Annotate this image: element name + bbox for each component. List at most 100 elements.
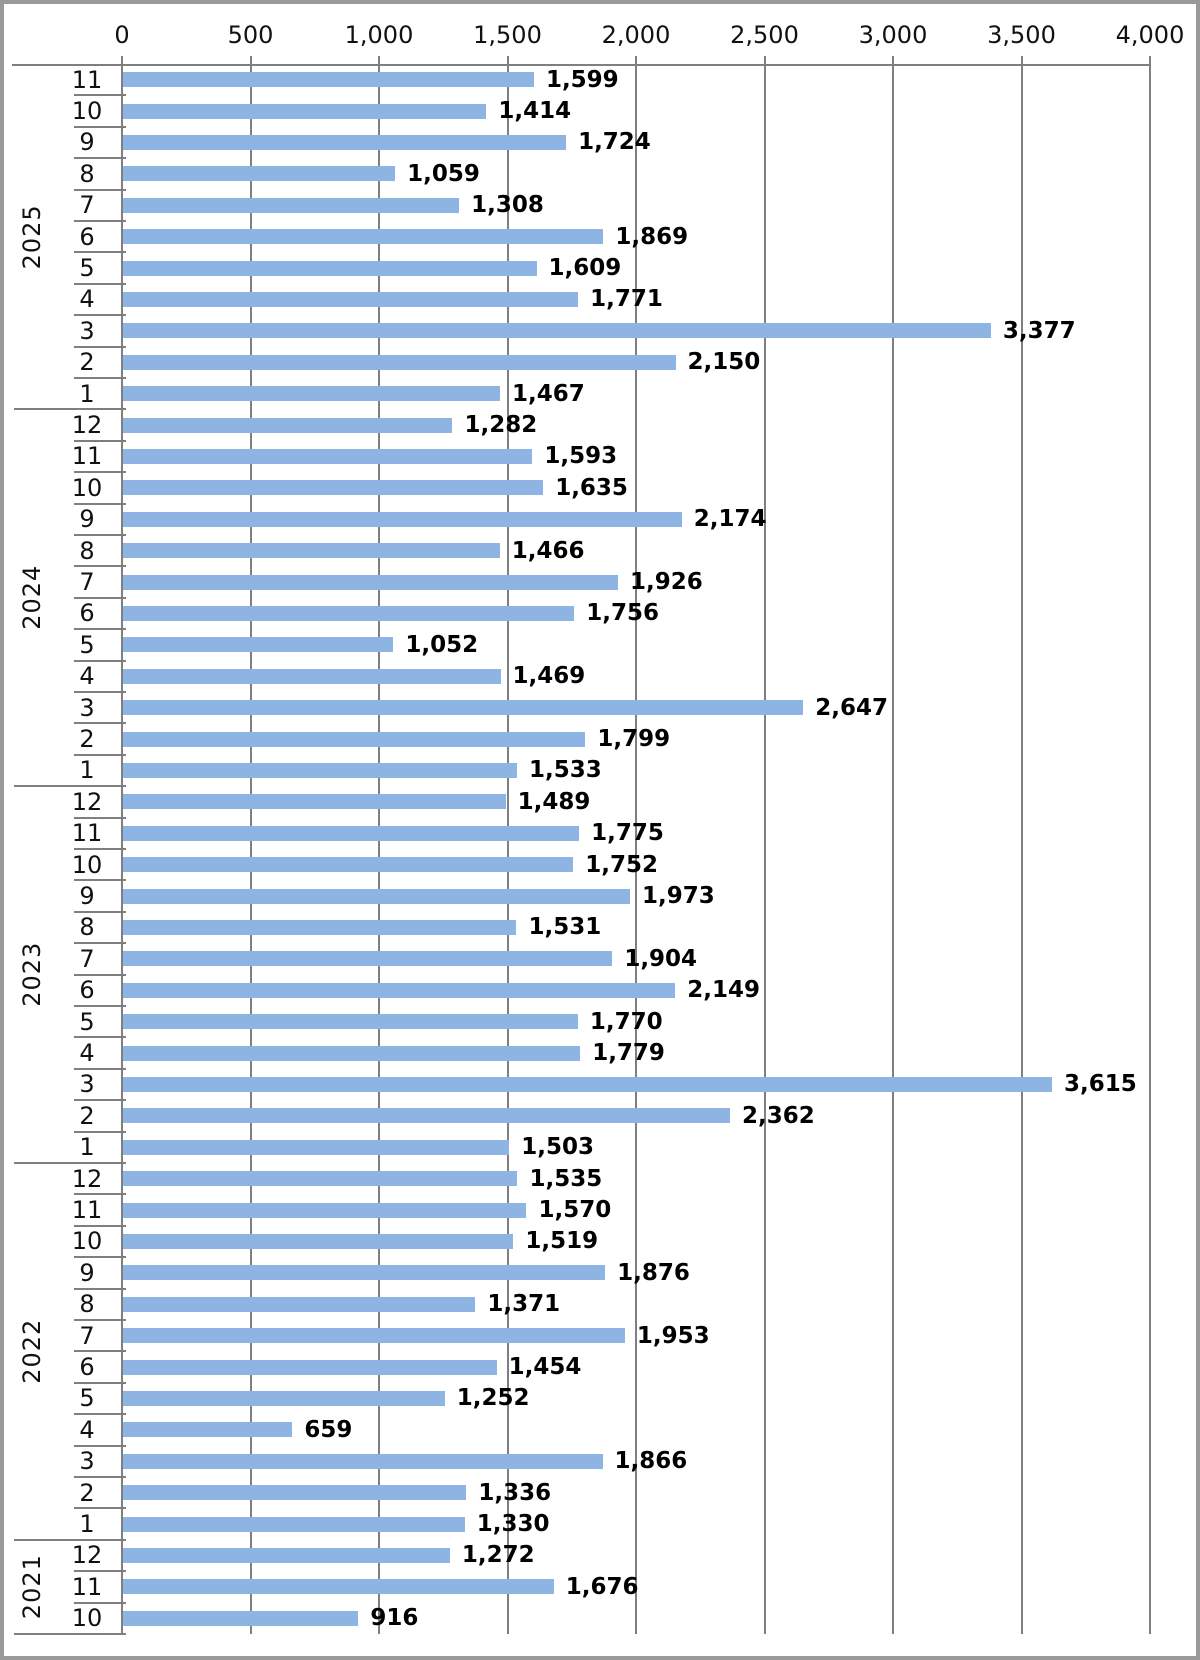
bar-value-label-2022-2: 1,336 xyxy=(478,1479,552,1506)
month-separator xyxy=(74,1287,126,1290)
year-separator xyxy=(14,408,126,411)
month-separator xyxy=(74,282,126,285)
axis-tick-2500 xyxy=(763,56,766,64)
bar-value-label-2022-1: 1,330 xyxy=(476,1511,550,1538)
bar-value-label-2023-5: 1,770 xyxy=(589,1008,663,1035)
bar-2025-5 xyxy=(123,260,537,276)
bar-2021-12 xyxy=(123,1548,450,1563)
axis-tick-label-1500: 1,500 xyxy=(473,21,542,49)
month-separator xyxy=(74,1224,126,1227)
month-tick-label-2025-4: 4 xyxy=(79,285,95,314)
bar-value-label-2025-8: 1,059 xyxy=(407,160,480,187)
month-separator xyxy=(74,1381,126,1384)
axis-tick-500 xyxy=(249,56,252,64)
bar-value-label-2024-11: 1,593 xyxy=(544,443,618,470)
month-tick-label-2022-6: 6 xyxy=(79,1353,95,1382)
bar-value-label-2023-4: 1,779 xyxy=(592,1040,665,1067)
month-separator xyxy=(74,220,126,222)
bar-2024-3 xyxy=(123,700,804,716)
month-separator xyxy=(74,1099,126,1102)
month-separator xyxy=(74,722,126,725)
axis-tick-label-0: 0 xyxy=(114,21,130,49)
bar-2025-8 xyxy=(123,166,396,182)
bar-2025-7 xyxy=(123,197,460,213)
axis-tick-label-4000: 4,000 xyxy=(1115,21,1185,49)
bar-value-label-2023-8: 1,531 xyxy=(528,914,602,941)
bar-value-label-2022-5: 1,252 xyxy=(456,1385,530,1412)
bar-2021-10 xyxy=(123,1610,359,1626)
bar-value-label-2025-2: 2,150 xyxy=(687,349,761,376)
bar-value-label-2024-6: 1,756 xyxy=(586,600,660,627)
bar-2022-3 xyxy=(123,1453,603,1469)
month-separator xyxy=(74,314,126,317)
axis-tick-3500 xyxy=(1020,56,1023,64)
month-separator xyxy=(74,691,126,693)
month-tick-label-2025-3: 3 xyxy=(79,316,95,345)
bar-2024-10 xyxy=(123,480,544,496)
month-separator xyxy=(74,1570,126,1573)
bar-value-label-2024-3: 2,647 xyxy=(815,694,889,721)
month-tick-label-2021-10: 10 xyxy=(71,1604,103,1633)
gridline-2000 xyxy=(635,64,637,1634)
month-separator xyxy=(74,502,126,505)
bar-value-label-2022-9: 1,876 xyxy=(617,1259,690,1286)
bar-value-label-2024-8: 1,466 xyxy=(511,537,585,564)
month-tick-label-2024-8: 8 xyxy=(79,536,95,565)
gridline-1000 xyxy=(378,64,380,1634)
month-separator xyxy=(74,1005,126,1007)
year-label-2022: 2022 xyxy=(18,1318,46,1384)
month-tick-label-2021-11: 11 xyxy=(71,1572,103,1601)
month-separator xyxy=(74,816,126,819)
bar-2022-1 xyxy=(123,1516,465,1532)
bar-value-label-2024-1: 1,533 xyxy=(528,757,602,784)
month-separator xyxy=(74,659,126,662)
bar-2024-7 xyxy=(123,574,618,590)
bar-2025-4 xyxy=(123,292,579,307)
month-tick-label-2024-10: 10 xyxy=(71,473,103,502)
axis-tick-label-2500: 2,500 xyxy=(730,21,799,49)
axis-tick-4000 xyxy=(1149,56,1151,64)
bar-value-label-2023-9: 1,973 xyxy=(642,883,715,910)
month-tick-label-2023-4: 4 xyxy=(79,1039,95,1068)
bar-value-label-2025-4: 1,771 xyxy=(590,286,663,313)
year-label-2025: 2025 xyxy=(18,204,46,270)
month-tick-label-2022-3: 3 xyxy=(79,1447,95,1476)
bar-2022-9 xyxy=(123,1265,606,1281)
month-tick-label-2021-12: 12 xyxy=(71,1541,103,1570)
bar-2024-1 xyxy=(123,763,517,778)
bar-value-label-2023-6: 2,149 xyxy=(687,977,761,1004)
bar-2025-9 xyxy=(123,135,567,150)
bar-2024-9 xyxy=(123,511,682,527)
month-separator xyxy=(74,848,126,850)
month-separator xyxy=(74,94,126,97)
month-separator xyxy=(74,471,126,474)
plot-area: 0 500 1,000 1,500 2,000 2,500 3,000 3,500 4,000 1… xyxy=(4,4,1196,1656)
gridline-500 xyxy=(249,64,252,1634)
month-separator xyxy=(74,1601,126,1604)
month-tick-label-2022-9: 9 xyxy=(79,1258,95,1287)
month-tick-label-2024-6: 6 xyxy=(79,599,95,628)
bar-2024-12 xyxy=(123,417,453,433)
month-tick-label-2022-4: 4 xyxy=(79,1415,95,1444)
bar-2023-11 xyxy=(123,825,580,841)
bar-value-label-2021-12: 1,272 xyxy=(461,1542,535,1569)
year-label-2021: 2021 xyxy=(18,1554,46,1620)
bar-2023-5 xyxy=(123,1014,578,1030)
month-tick-label-2024-4: 4 xyxy=(79,662,95,691)
month-separator xyxy=(74,1476,126,1478)
axis-tick-1000 xyxy=(378,56,380,64)
month-separator xyxy=(74,1507,126,1510)
bar-value-label-2021-11: 1,676 xyxy=(565,1573,639,1600)
bar-2022-11 xyxy=(123,1202,527,1218)
bar-2025-1 xyxy=(123,386,501,402)
month-tick-label-2025-8: 8 xyxy=(79,159,95,188)
month-tick-label-2024-5: 5 xyxy=(79,630,95,659)
month-tick-label-2022-11: 11 xyxy=(71,1196,103,1225)
bar-value-label-2023-1: 1,503 xyxy=(521,1134,595,1161)
month-separator xyxy=(74,1256,126,1259)
axis-tick-label-2000: 2,000 xyxy=(601,21,671,49)
axis-tick-2000 xyxy=(635,56,637,64)
bar-2022-2 xyxy=(123,1485,467,1501)
value-axis-line xyxy=(12,64,1150,66)
bar-value-label-2025-9: 1,724 xyxy=(578,129,651,156)
